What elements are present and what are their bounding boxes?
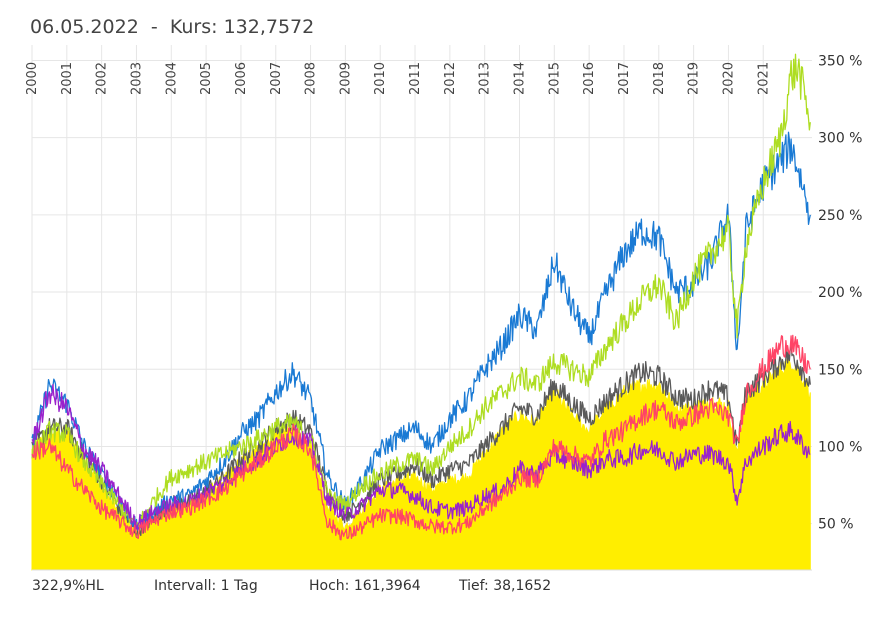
lines-layer [31,53,811,541]
chart-header: 06.05.2022 - Kurs: 132,7572 [30,16,314,38]
year-label: 2009 [338,62,353,95]
year-label: 2003 [129,62,144,95]
header-separator: - [150,16,158,38]
year-label: 2006 [234,62,249,95]
percent-label: 150 % [818,362,862,378]
high-label: Hoch: 161,3964 [309,578,421,594]
interval-label: Intervall: 1 Tag [154,578,258,594]
year-label: 2016 [582,62,597,95]
low-label: Tief: 38,1652 [459,578,552,594]
year-label: 2010 [373,62,388,95]
year-label: 2018 [652,62,667,95]
kurs-label: Kurs: [169,16,218,38]
kurs-value: 132,7572 [223,16,315,38]
year-labels: 2000 2001 2002 2003 2004 2005 2006 2007 2008 2009… [25,62,771,95]
year-label: 2012 [443,62,458,95]
year-label: 2000 [25,62,40,95]
percent-label: 350 % [818,53,862,69]
year-label: 2007 [269,62,284,95]
hl-label: 322,9%HL [32,578,104,594]
percent-labels: 50 % 100 % 150 % 200 % 250 % 300 % 350 % [818,53,862,532]
date-label: 06.05.2022 [30,16,139,38]
percent-label: 100 % [818,439,862,455]
percent-label: 50 % [818,517,854,533]
year-label: 2019 [687,62,702,95]
year-label: 2021 [756,62,771,95]
series-line-9a22cc [31,383,811,531]
year-label: 2017 [617,62,632,95]
year-label: 2014 [513,62,528,95]
year-label: 2001 [60,62,75,95]
series-line-1a7ad4 [31,131,811,531]
year-label: 2005 [199,62,214,95]
year-label: 2020 [721,62,736,95]
series-line-ff4466 [31,334,811,541]
year-label: 2011 [408,62,423,95]
year-label: 2004 [164,62,179,95]
chart-footer: 322,9%HL Intervall: 1 Tag Hoch: 161,3964… [0,578,890,602]
percent-label: 300 % [818,131,862,147]
year-label: 2008 [304,62,319,95]
percent-label: 200 % [818,285,862,301]
year-label: 2015 [547,62,562,95]
year-label: 2013 [478,62,493,95]
percent-label: 250 % [818,208,862,224]
series-line-aedd22 [31,53,811,528]
year-label: 2002 [95,62,110,95]
